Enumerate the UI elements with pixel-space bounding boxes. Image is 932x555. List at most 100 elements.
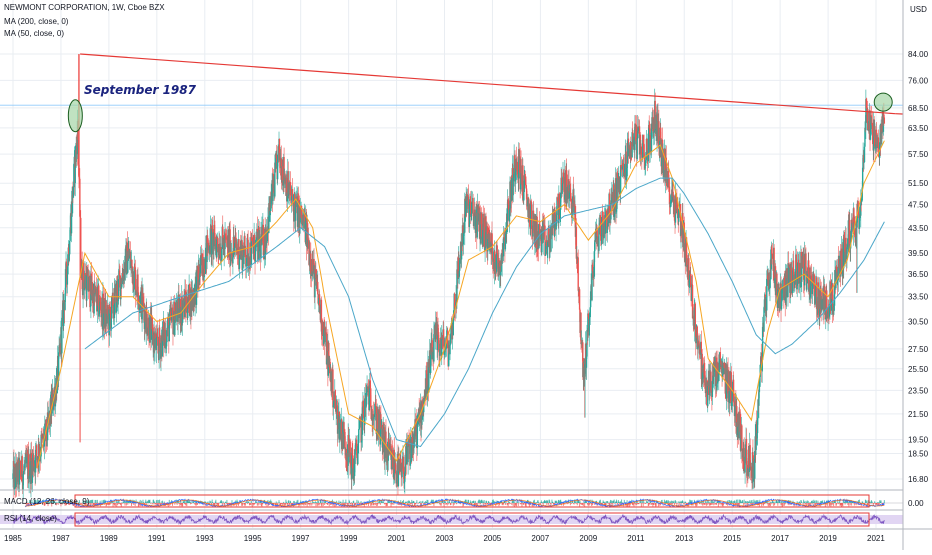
macd-histogram-bar bbox=[304, 503, 305, 505]
candle-body bbox=[578, 257, 579, 290]
candle-body bbox=[704, 363, 705, 376]
macd-histogram-bar bbox=[518, 502, 519, 503]
macd-histogram-bar bbox=[478, 500, 479, 503]
macd-histogram-bar bbox=[140, 500, 141, 503]
macd-histogram-bar bbox=[310, 502, 311, 503]
macd-histogram-bar bbox=[207, 502, 208, 503]
macd-histogram-bar bbox=[190, 501, 191, 503]
macd-histogram-bar bbox=[215, 500, 216, 503]
macd-histogram-bar bbox=[375, 503, 376, 505]
macd-histogram-bar bbox=[156, 500, 157, 503]
candle-body bbox=[80, 218, 81, 266]
macd-histogram-bar bbox=[180, 503, 181, 505]
candle-body bbox=[669, 187, 670, 204]
macd-histogram-bar bbox=[159, 500, 160, 503]
macd-histogram-bar bbox=[117, 502, 118, 503]
candle-body bbox=[531, 205, 532, 229]
macd-histogram-bar bbox=[154, 502, 155, 503]
macd-histogram-bar bbox=[322, 502, 323, 503]
macd-histogram-bar bbox=[546, 500, 547, 503]
macd-histogram-bar bbox=[152, 503, 153, 504]
macd-histogram-bar bbox=[450, 503, 451, 505]
macd-histogram-bar bbox=[285, 503, 286, 505]
macd-histogram-bar bbox=[355, 503, 356, 505]
macd-histogram-bar bbox=[257, 503, 258, 506]
macd-histogram-bar bbox=[283, 503, 284, 504]
macd-histogram-bar bbox=[208, 501, 209, 503]
macd-histogram-bar bbox=[100, 501, 101, 503]
candle-body bbox=[310, 254, 311, 274]
macd-histogram-bar bbox=[558, 500, 559, 503]
macd-histogram-bar bbox=[127, 503, 128, 505]
macd-histogram-bar bbox=[514, 503, 515, 506]
macd-histogram-bar bbox=[405, 502, 406, 503]
macd-histogram-bar bbox=[223, 501, 224, 503]
macd-histogram-bar bbox=[416, 500, 417, 503]
macd-histogram-bar bbox=[321, 503, 322, 506]
macd-histogram-bar bbox=[323, 503, 324, 506]
macd-histogram-bar bbox=[474, 501, 475, 503]
macd-histogram-bar bbox=[113, 503, 114, 504]
candle-body bbox=[562, 183, 563, 190]
candle-body bbox=[246, 264, 247, 267]
macd-histogram-bar bbox=[414, 502, 415, 503]
macd-histogram-bar bbox=[411, 500, 412, 503]
macd-histogram-bar bbox=[185, 503, 186, 506]
macd-histogram-bar bbox=[456, 503, 457, 504]
candle-body bbox=[449, 345, 450, 354]
macd-histogram-bar bbox=[506, 502, 507, 503]
macd-histogram-bar bbox=[319, 503, 320, 506]
macd-histogram-bar bbox=[387, 503, 388, 506]
macd-histogram-bar bbox=[411, 503, 412, 504]
macd-histogram-bar bbox=[154, 503, 155, 504]
macd-histogram-bar bbox=[290, 501, 291, 503]
candle-body bbox=[746, 439, 747, 465]
macd-histogram-bar bbox=[162, 501, 163, 503]
macd-histogram-bar bbox=[150, 503, 151, 504]
macd-histogram-bar bbox=[454, 503, 455, 505]
macd-histogram-bar bbox=[118, 503, 119, 504]
macd-histogram-bar bbox=[191, 503, 192, 504]
candle-body bbox=[363, 401, 364, 417]
macd-histogram-bar bbox=[226, 503, 227, 504]
macd-histogram-bar bbox=[447, 503, 448, 505]
macd-histogram-bar bbox=[316, 502, 317, 503]
macd-histogram-bar bbox=[149, 500, 150, 503]
macd-histogram-bar bbox=[363, 502, 364, 503]
macd-histogram-bar bbox=[255, 500, 256, 503]
candle-body bbox=[86, 273, 87, 301]
macd-histogram-bar bbox=[89, 500, 90, 503]
macd-histogram-bar bbox=[420, 501, 421, 503]
macd-histogram-bar bbox=[402, 501, 403, 503]
macd-histogram-bar bbox=[485, 503, 486, 504]
macd-histogram-bar bbox=[209, 501, 210, 503]
macd-histogram-bar bbox=[492, 500, 493, 503]
macd-histogram-bar bbox=[482, 501, 483, 503]
macd-histogram-bar bbox=[245, 503, 246, 505]
macd-histogram-bar bbox=[260, 503, 261, 505]
macd-histogram-bar bbox=[312, 503, 313, 504]
macd-histogram-bar bbox=[521, 503, 522, 504]
macd-histogram-bar bbox=[349, 501, 350, 503]
candle-body bbox=[222, 227, 223, 238]
macd-histogram-bar bbox=[342, 503, 343, 504]
macd-histogram-bar bbox=[508, 503, 509, 506]
candle-body bbox=[509, 210, 510, 222]
macd-histogram-bar bbox=[480, 503, 481, 504]
macd-histogram-bar bbox=[380, 503, 381, 505]
macd-histogram-bar bbox=[426, 500, 427, 503]
macd-histogram-bar bbox=[186, 503, 187, 506]
macd-histogram-bar bbox=[315, 503, 316, 506]
macd-histogram-bar bbox=[127, 500, 128, 503]
macd-histogram-bar bbox=[257, 502, 258, 503]
macd-histogram-bar bbox=[159, 503, 160, 504]
macd-histogram-bar bbox=[518, 503, 519, 506]
macd-histogram-bar bbox=[459, 503, 460, 504]
candle-body bbox=[598, 227, 599, 251]
candle-body bbox=[36, 445, 37, 456]
macd-histogram-bar bbox=[190, 502, 191, 503]
candle-body bbox=[169, 325, 170, 341]
macd-histogram-bar bbox=[258, 502, 259, 503]
candle-body bbox=[156, 338, 157, 350]
candle-body bbox=[358, 429, 359, 443]
